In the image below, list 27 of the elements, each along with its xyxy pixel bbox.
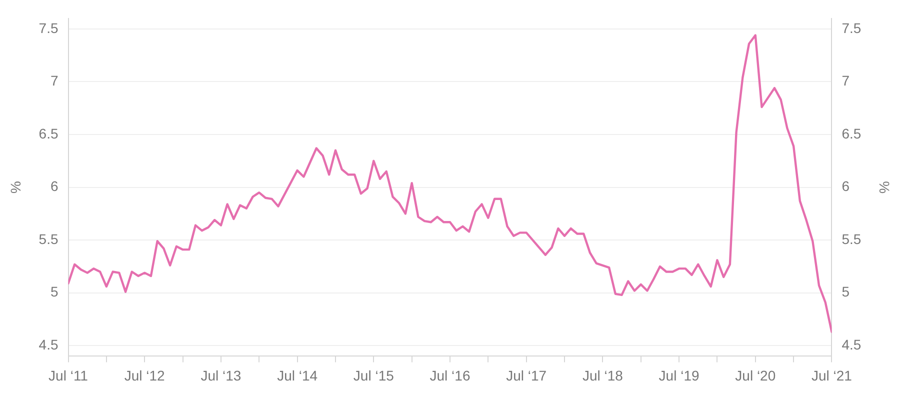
y-tick-label: 7 xyxy=(50,72,58,89)
x-tick-label: Jul ‘18 xyxy=(582,367,624,384)
x-tick-label: Jul ‘14 xyxy=(277,367,318,384)
y2-tick-label: 6 xyxy=(842,178,850,194)
y-tick-label: 6 xyxy=(50,178,58,194)
y2-tick-label: 5 xyxy=(842,284,850,300)
x-tick-label: Jul ‘15 xyxy=(353,367,394,384)
x-tick-label: Jul ‘13 xyxy=(200,367,242,384)
y2-tick-label: 7.5 xyxy=(842,20,862,36)
x-tick-label: Jul ‘17 xyxy=(506,367,547,384)
y-tick-label: 5 xyxy=(50,284,58,300)
x-tick-label: Jul ‘12 xyxy=(124,367,166,384)
x-tick-label: Jul ‘11 xyxy=(48,367,88,384)
y-tick-label: 6.5 xyxy=(38,125,58,142)
x-tick-label: Jul ‘19 xyxy=(658,367,700,384)
x-tick-label: Jul ‘21 xyxy=(812,367,852,384)
y2-axis-title: % xyxy=(876,181,893,194)
y2-tick-label: 5.5 xyxy=(842,230,862,247)
x-tick-label: Jul ‘20 xyxy=(735,367,776,384)
y-tick-label: 4.5 xyxy=(38,336,58,353)
y-tick-label: 7.5 xyxy=(38,20,58,36)
x-tick-label: Jul ‘16 xyxy=(430,367,470,384)
y2-tick-label: 7 xyxy=(842,72,850,89)
y-axis-title: % xyxy=(7,181,24,194)
y2-tick-label: 4.5 xyxy=(842,336,862,353)
y-tick-label: 5.5 xyxy=(38,230,58,247)
y2-tick-label: 6.5 xyxy=(842,125,862,142)
